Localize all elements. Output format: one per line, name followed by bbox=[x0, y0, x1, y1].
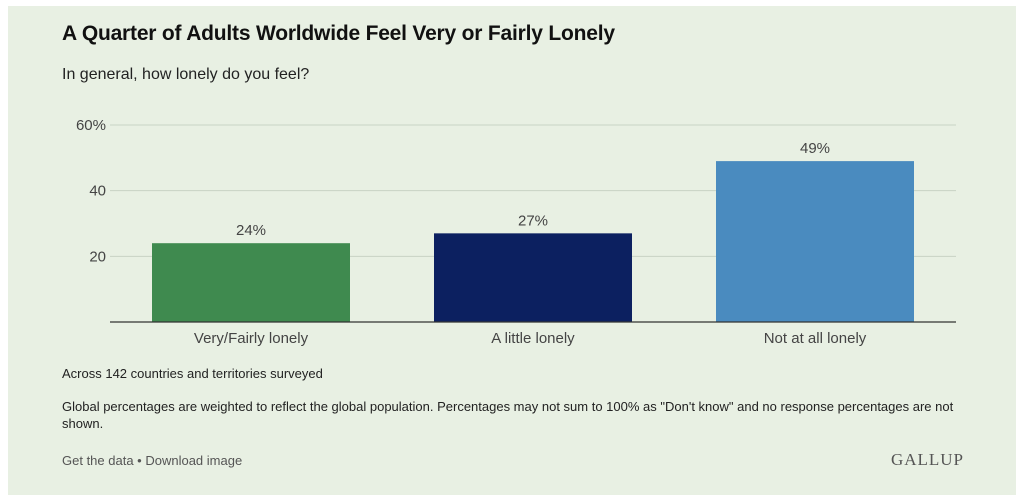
footer-links: Get the data • Download image bbox=[62, 453, 242, 468]
download-image-link[interactable]: Download image bbox=[145, 453, 243, 468]
bar bbox=[434, 233, 632, 322]
methodology-note: Global percentages are weighted to refle… bbox=[62, 399, 954, 431]
data-label: 27% bbox=[518, 212, 548, 229]
data-label: 24% bbox=[236, 222, 266, 239]
chart-title: A Quarter of Adults Worldwide Feel Very … bbox=[62, 22, 615, 45]
data-label: 49% bbox=[800, 140, 830, 157]
y-tick-label: 40 bbox=[89, 183, 106, 200]
gallup-logo: GALLUP bbox=[890, 450, 964, 469]
scope-note: Across 142 countries and territories sur… bbox=[62, 366, 323, 381]
chart-subtitle: In general, how lonely do you feel? bbox=[62, 66, 310, 83]
footer-separator: • bbox=[133, 453, 146, 468]
bar bbox=[152, 243, 350, 322]
x-tick-label: Very/Fairly lonely bbox=[194, 330, 309, 347]
y-tick-label: 20 bbox=[89, 248, 106, 265]
bar bbox=[716, 161, 914, 322]
x-tick-label: A little lonely bbox=[491, 330, 575, 347]
y-tick-label: 60% bbox=[76, 117, 106, 134]
get-data-link[interactable]: Get the data bbox=[62, 453, 134, 468]
x-tick-label: Not at all lonely bbox=[764, 330, 867, 347]
